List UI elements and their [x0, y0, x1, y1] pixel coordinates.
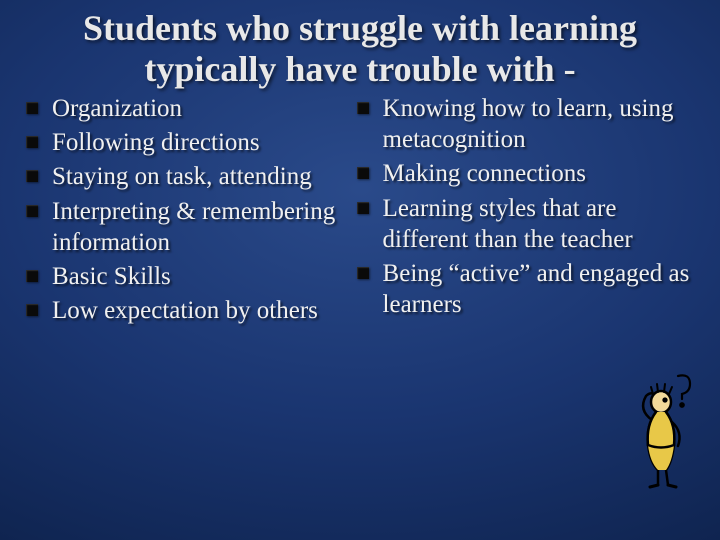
- left-column: Organization Following directions Stayin…: [24, 93, 347, 330]
- list-item: Following directions: [24, 127, 347, 158]
- bullet-text: Making connections: [383, 158, 586, 189]
- square-bullet-icon: [26, 170, 38, 182]
- list-item: Basic Skills: [24, 261, 347, 292]
- square-bullet-icon: [357, 202, 369, 214]
- bullet-text: Learning styles that are different than …: [383, 193, 691, 256]
- bullet-text: Following directions: [52, 127, 260, 158]
- list-item: Organization: [24, 93, 347, 124]
- thinking-person-icon: [628, 370, 698, 490]
- bullet-text: Knowing how to learn, using metacognitio…: [383, 93, 691, 156]
- bullet-text: Organization: [52, 93, 182, 124]
- content-columns: Organization Following directions Stayin…: [0, 91, 720, 330]
- bullet-text: Staying on task, attending: [52, 161, 312, 192]
- slide-title: Students who struggle with learning typi…: [0, 0, 720, 91]
- square-bullet-icon: [26, 136, 38, 148]
- list-item: Being “active” and engaged as learners: [355, 258, 691, 321]
- list-item: Making connections: [355, 158, 691, 189]
- square-bullet-icon: [357, 167, 369, 179]
- bullet-text: Being “active” and engaged as learners: [383, 258, 691, 321]
- square-bullet-icon: [26, 205, 38, 217]
- square-bullet-icon: [26, 102, 38, 114]
- list-item: Staying on task, attending: [24, 161, 347, 192]
- list-item: Interpreting & remembering information: [24, 196, 347, 259]
- list-item: Knowing how to learn, using metacognitio…: [355, 93, 691, 156]
- list-item: Low expectation by others: [24, 295, 347, 326]
- square-bullet-icon: [26, 304, 38, 316]
- square-bullet-icon: [26, 270, 38, 282]
- square-bullet-icon: [357, 267, 369, 279]
- list-item: Learning styles that are different than …: [355, 193, 691, 256]
- right-bullet-list: Knowing how to learn, using metacognitio…: [355, 93, 691, 321]
- bullet-text: Basic Skills: [52, 261, 171, 292]
- square-bullet-icon: [357, 102, 369, 114]
- left-bullet-list: Organization Following directions Stayin…: [24, 93, 347, 327]
- bullet-text: Low expectation by others: [52, 295, 318, 326]
- bullet-text: Interpreting & remembering information: [52, 196, 347, 259]
- right-column: Knowing how to learn, using metacognitio…: [355, 93, 691, 330]
